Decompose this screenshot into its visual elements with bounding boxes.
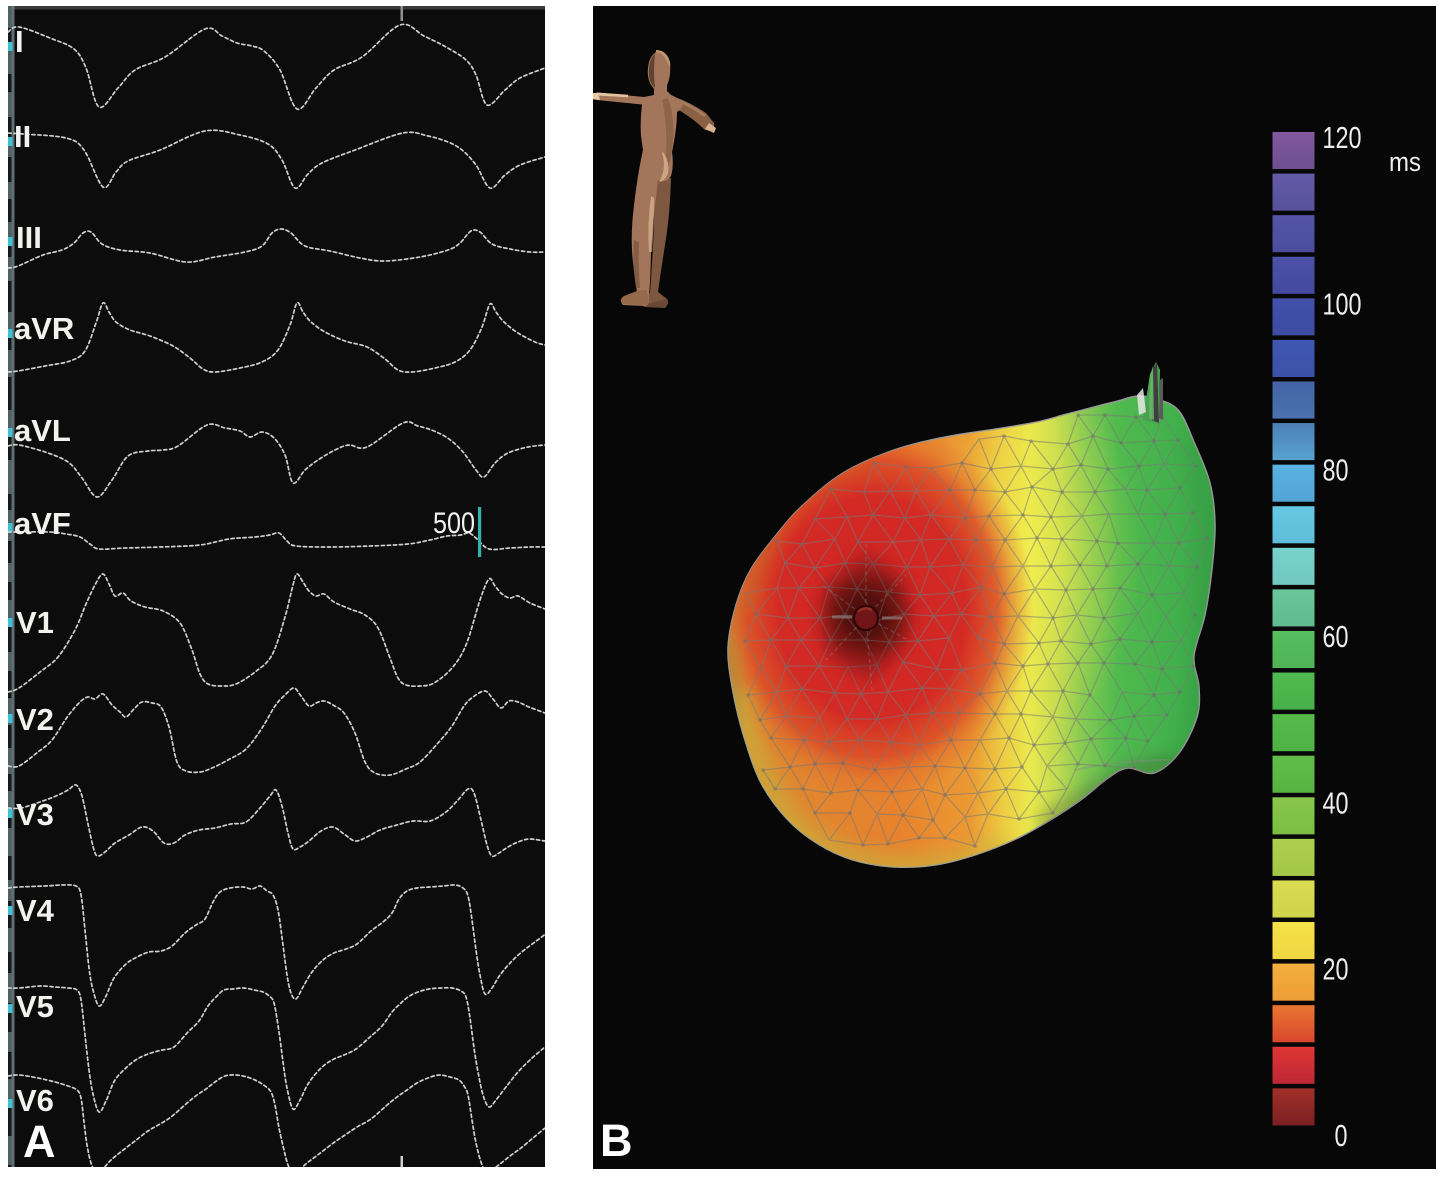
svg-text:100: 100: [1323, 286, 1362, 321]
svg-text:aVR: aVR: [14, 311, 74, 346]
svg-text:60: 60: [1323, 619, 1349, 654]
svg-text:V1: V1: [16, 605, 54, 640]
svg-text:A: A: [23, 1116, 56, 1167]
svg-text:V5: V5: [16, 989, 54, 1024]
svg-text:B: B: [600, 1115, 633, 1166]
svg-text:aVF: aVF: [14, 506, 71, 541]
svg-text:aVL: aVL: [14, 413, 71, 448]
svg-text:II: II: [14, 119, 31, 154]
svg-text:I: I: [15, 24, 24, 59]
svg-text:V2: V2: [16, 702, 54, 737]
svg-text:80: 80: [1323, 453, 1349, 488]
svg-text:40: 40: [1323, 785, 1349, 820]
svg-text:0: 0: [1335, 1118, 1348, 1153]
svg-text:V4: V4: [16, 893, 55, 928]
svg-text:20: 20: [1323, 952, 1349, 987]
svg-text:120: 120: [1323, 120, 1362, 155]
svg-text:ms: ms: [1389, 147, 1421, 177]
svg-text:V3: V3: [16, 797, 54, 832]
svg-text:500: 500: [433, 507, 475, 540]
svg-text:V6: V6: [16, 1083, 54, 1118]
svg-text:III: III: [16, 220, 42, 255]
